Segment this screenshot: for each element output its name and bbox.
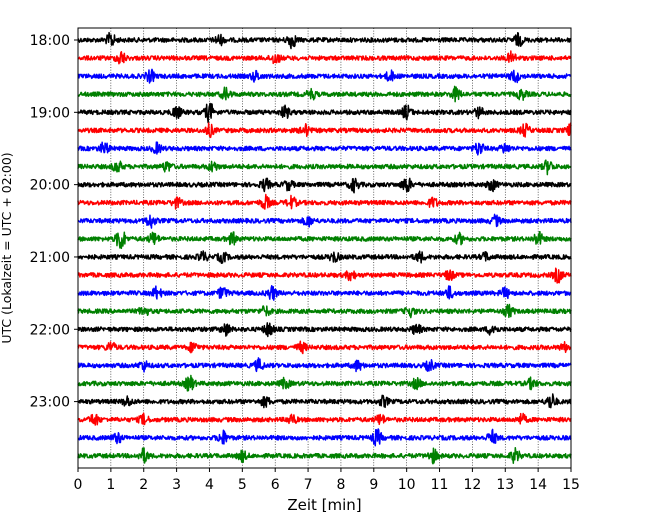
- x-tick-label: 7: [304, 477, 313, 493]
- trace-2245: [77, 374, 572, 392]
- seismic-traces: [77, 31, 572, 465]
- trace-1800: [77, 31, 572, 50]
- trace-1945: [77, 159, 572, 176]
- x-tick-label: 15: [562, 477, 580, 493]
- trace-1930: [77, 141, 572, 156]
- plot-frame: [77, 27, 572, 469]
- y-tick-label: 18:00: [30, 33, 70, 49]
- trace-2315: [77, 412, 572, 426]
- trace-2330: [77, 428, 572, 447]
- x-tick-label: 11: [431, 477, 449, 493]
- trace-1900: [77, 102, 572, 124]
- trace-2215: [77, 340, 572, 355]
- trace-2345: [77, 447, 572, 465]
- y-tick-label: 23:00: [30, 395, 70, 411]
- trace-2300: [77, 393, 572, 409]
- x-tick-label: 2: [139, 477, 148, 493]
- x-tick-label: 14: [529, 477, 547, 493]
- trace-2015: [77, 193, 572, 210]
- trace-2030: [77, 213, 572, 229]
- y-axis-label: UTC (Lokalzeit = UTC + 02:00): [0, 152, 14, 343]
- trace-2145: [77, 303, 572, 319]
- x-axis-label: Zeit [min]: [287, 496, 361, 514]
- x-tick-label: 12: [463, 477, 481, 493]
- x-tick-label: 0: [74, 477, 83, 493]
- trace-2130: [77, 285, 572, 301]
- trace-2000: [77, 177, 572, 194]
- trace-2200: [77, 322, 572, 338]
- x-axis-ticks: 0 1 2 3 4 5 6 7 8 9 10 11 12 13 14 15: [74, 468, 580, 493]
- y-tick-label: 20:00: [30, 178, 70, 194]
- x-tick-label: 1: [106, 477, 115, 493]
- y-axis-ticks: 18:00 19:00 20:00 21:00 22:00 23:00: [30, 33, 78, 411]
- y-tick-label: 22:00: [30, 322, 70, 338]
- x-tick-label: 6: [271, 477, 280, 493]
- grid-lines: [110, 28, 539, 468]
- x-tick-label: 4: [205, 477, 214, 493]
- trace-2230: [77, 357, 572, 373]
- x-tick-label: 9: [369, 477, 378, 493]
- trace-2115: [77, 267, 572, 284]
- trace-2045: [77, 230, 572, 250]
- x-tick-label: 10: [398, 477, 416, 493]
- trace-2100: [77, 250, 572, 265]
- x-tick-label: 3: [172, 477, 181, 493]
- x-tick-label: 8: [336, 477, 345, 493]
- y-tick-label: 21:00: [30, 250, 70, 266]
- x-tick-label: 5: [238, 477, 247, 493]
- trace-1845: [77, 85, 572, 103]
- x-tick-label: 13: [496, 477, 514, 493]
- y-tick-label: 19:00: [30, 105, 70, 121]
- trace-1815: [77, 50, 572, 65]
- trace-1830: [77, 68, 572, 84]
- trace-1915: [77, 122, 572, 139]
